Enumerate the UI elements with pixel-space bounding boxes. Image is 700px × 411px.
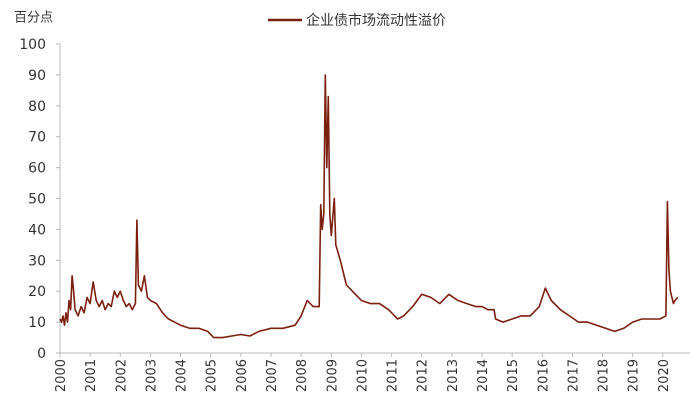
x-tick-label: 2013 (446, 359, 461, 392)
x-tick-label: 2001 (84, 359, 99, 392)
y-tick-label: 40 (28, 222, 46, 238)
y-tick-label: 0 (37, 346, 46, 362)
x-tick-label: 2016 (536, 359, 551, 392)
x-tick-label: 2007 (265, 359, 280, 392)
x-tick-label: 2008 (295, 359, 310, 392)
x-tick-label: 2017 (566, 359, 581, 392)
x-tick-label: 2005 (205, 359, 220, 392)
y-tick-label: 20 (28, 284, 46, 300)
y-tick-label: 90 (28, 68, 46, 84)
x-tick-label: 2003 (144, 359, 159, 392)
x-tick-label: 2000 (54, 359, 69, 392)
x-tick-label: 2020 (657, 359, 672, 392)
x-tick-label: 2015 (506, 359, 521, 392)
x-tick-label: 2014 (476, 359, 491, 392)
legend-label: 企业债市场流动性溢价 (306, 12, 446, 29)
x-tick-label: 2004 (175, 359, 190, 392)
y-axis-label: 百分点 (14, 11, 53, 26)
data-line (59, 74, 679, 339)
y-tick-label: 50 (28, 192, 46, 208)
x-tick-label: 2018 (597, 359, 612, 392)
y-tick-label: 80 (28, 99, 46, 115)
y-tick-label: 30 (28, 253, 46, 269)
x-tick-label: 2012 (416, 359, 431, 392)
x-tick-label: 2009 (325, 359, 340, 392)
y-tick-label: 60 (28, 161, 46, 177)
y-tick-label: 100 (19, 37, 46, 53)
x-tick-label: 2002 (114, 359, 129, 392)
x-tick-label: 2010 (355, 359, 370, 392)
y-tick-label: 10 (28, 315, 46, 331)
x-tick-label: 2011 (386, 359, 401, 392)
x-tick-label: 2006 (235, 359, 250, 392)
x-tick-label: 2019 (627, 359, 642, 392)
y-tick-label: 70 (28, 130, 46, 146)
